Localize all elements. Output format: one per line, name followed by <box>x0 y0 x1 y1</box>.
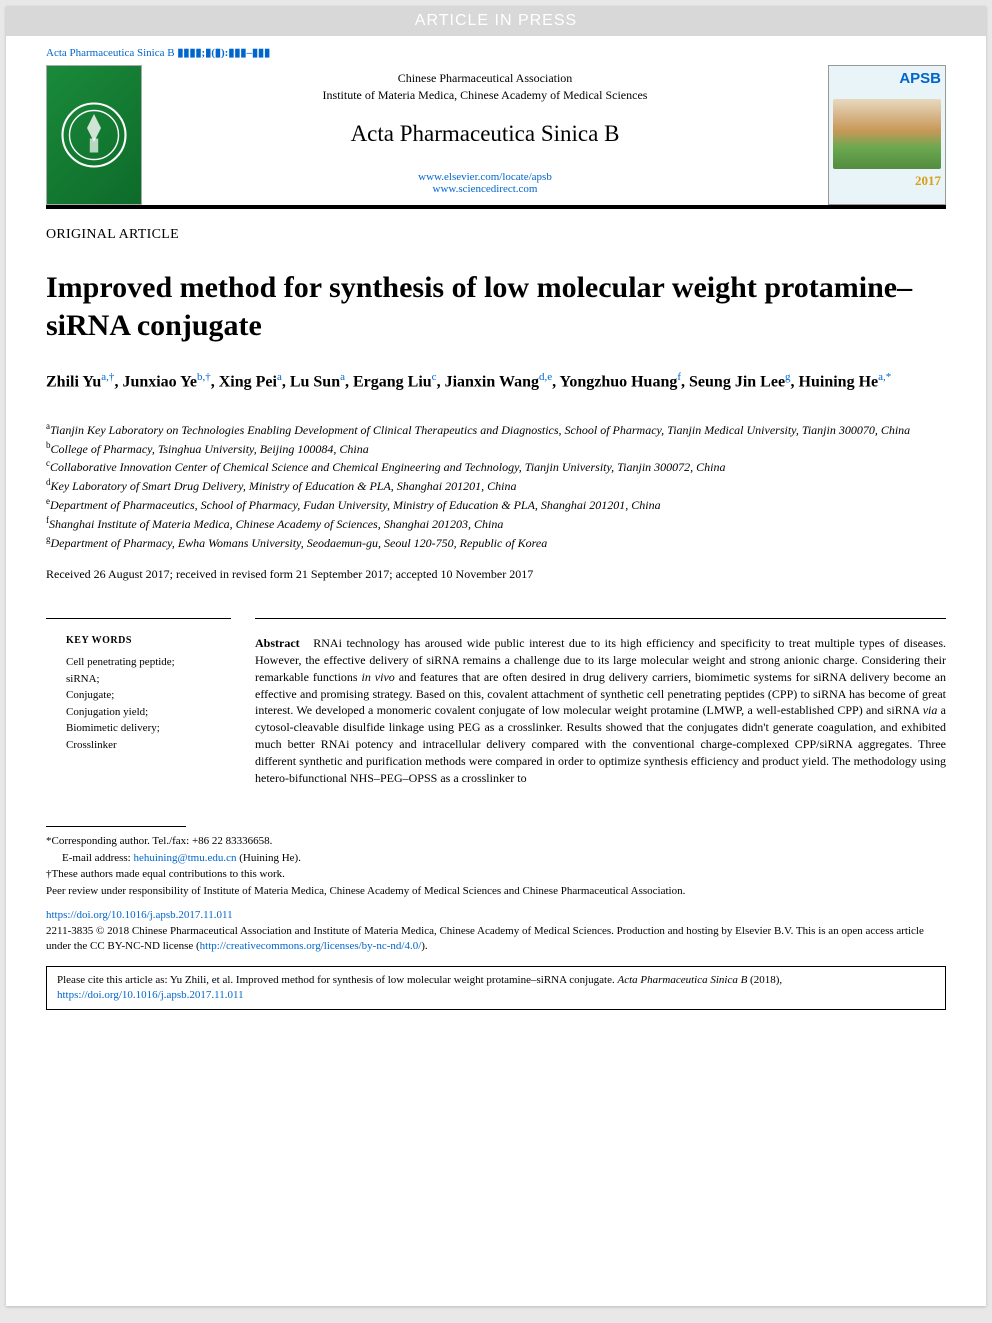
corresponding-author-note: *Corresponding author. Tel./fax: +86 22 … <box>46 833 946 850</box>
footnote-separator <box>46 826 186 827</box>
cover-year: 2017 <box>833 173 941 189</box>
abstract-body: RNAi technology has aroused wide public … <box>255 636 946 784</box>
article-page: ARTICLE IN PRESS Acta Pharmaceutica Sini… <box>6 6 986 1306</box>
journal-reference: Acta Pharmaceutica Sinica B ▮▮▮▮;▮(▮):▮▮… <box>46 46 946 59</box>
equal-contribution-note: †These authors made equal contributions … <box>46 866 946 883</box>
logo-icon <box>59 100 129 170</box>
article-in-press-banner: ARTICLE IN PRESS <box>6 6 986 36</box>
corresponding-email-link[interactable]: hehuining@tmu.edu.cn <box>133 852 236 864</box>
article-type: ORIGINAL ARTICLE <box>46 227 946 243</box>
association-logo <box>46 65 142 205</box>
citation-year: (2018), <box>747 974 782 986</box>
header-center: Chinese Pharmaceutical Association Insti… <box>142 65 828 205</box>
journal-url-1[interactable]: www.elsevier.com/locate/apsb <box>152 171 818 183</box>
citation-doi-link[interactable]: https://doi.org/10.1016/j.apsb.2017.11.0… <box>57 989 244 1001</box>
cover-image <box>833 99 941 169</box>
association-name: Chinese Pharmaceutical Association <box>152 71 818 86</box>
cover-journal-abbrev: APSB <box>833 70 941 87</box>
institute-name: Institute of Materia Medica, Chinese Aca… <box>152 88 818 103</box>
abstract-section: Abstract RNAi technology has aroused wid… <box>255 618 946 786</box>
affiliations: aTianjin Key Laboratory on Technologies … <box>46 420 946 552</box>
journal-ref-placeholder: ▮▮▮▮;▮(▮):▮▮▮–▮▮▮ <box>177 47 270 59</box>
keywords-list: Cell penetrating peptide;siRNA;Conjugate… <box>66 654 231 753</box>
doi-link[interactable]: https://doi.org/10.1016/j.apsb.2017.11.0… <box>46 909 946 921</box>
email-author-name: (Huining He). <box>239 852 301 864</box>
abstract-label: Abstract <box>255 636 300 650</box>
journal-title: Acta Pharmaceutica Sinica B <box>152 121 818 147</box>
keywords-section: KEY WORDS Cell penetrating peptide;siRNA… <box>46 618 231 786</box>
keywords-heading: KEY WORDS <box>66 635 231 646</box>
license-link[interactable]: http://creativecommons.org/licenses/by-n… <box>200 940 422 952</box>
copyright-notice: 2211-3835 © 2018 Chinese Pharmaceutical … <box>46 924 946 954</box>
citation-prefix: Please cite this article as: Yu Zhili, e… <box>57 974 617 986</box>
author-list: Zhili Yua,†, Junxiao Yeb,†, Xing Peia, L… <box>46 370 946 394</box>
journal-header: Chinese Pharmaceutical Association Insti… <box>46 65 946 209</box>
citation-journal: Acta Pharmaceutica Sinica B <box>617 974 747 986</box>
copyright-text: 2211-3835 © 2018 Chinese Pharmaceutical … <box>46 925 924 952</box>
journal-url-2[interactable]: www.sciencedirect.com <box>152 183 818 195</box>
citation-box: Please cite this article as: Yu Zhili, e… <box>46 966 946 1010</box>
copyright-close: ). <box>421 940 427 952</box>
peer-review-note: Peer review under responsibility of Inst… <box>46 883 946 900</box>
email-label: E-mail address: <box>62 852 131 864</box>
keywords-abstract-row: KEY WORDS Cell penetrating peptide;siRNA… <box>46 618 946 786</box>
article-title: Improved method for synthesis of low mol… <box>46 269 946 344</box>
email-line: E-mail address: hehuining@tmu.edu.cn (Hu… <box>62 850 946 867</box>
journal-cover: APSB 2017 <box>828 65 946 205</box>
footnotes: *Corresponding author. Tel./fax: +86 22 … <box>46 833 946 899</box>
journal-ref-name: Acta Pharmaceutica Sinica B <box>46 47 175 59</box>
article-dates: Received 26 August 2017; received in rev… <box>46 567 946 582</box>
